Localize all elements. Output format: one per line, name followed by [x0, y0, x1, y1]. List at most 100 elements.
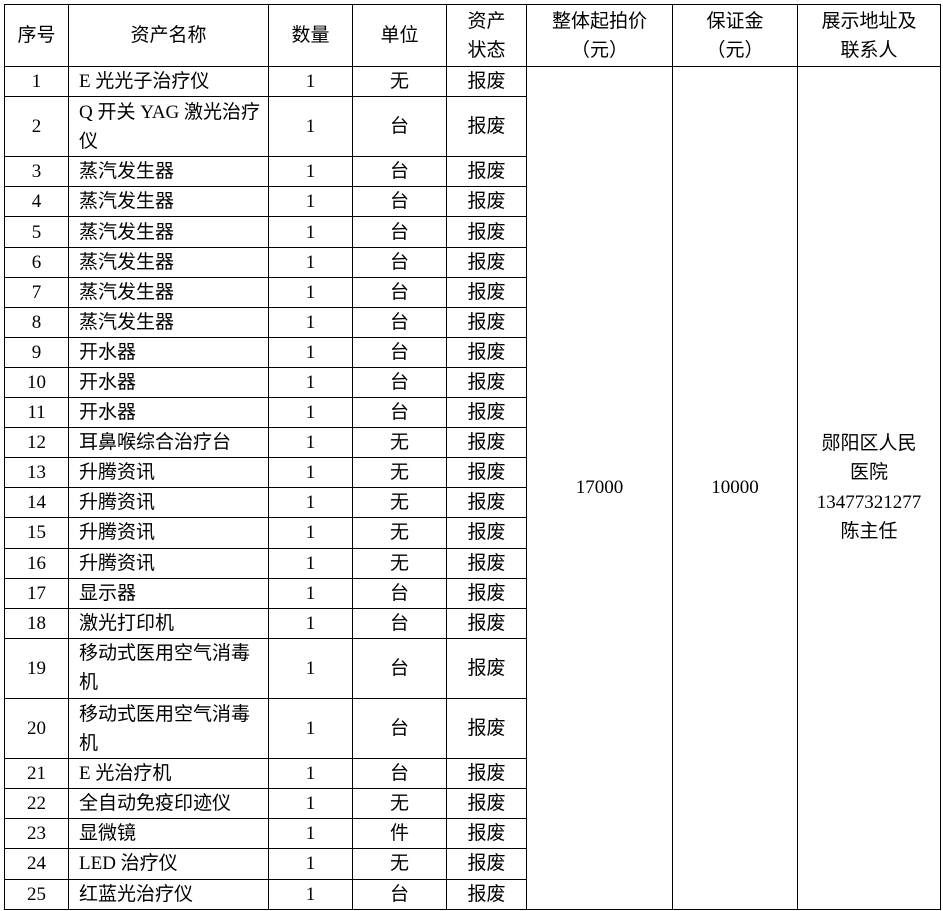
cell-status: 报废 — [446, 517, 527, 549]
table-row: 17 显示器 1 台报废 — [4, 577, 941, 609]
cell-name: 升腾资讯 — [68, 487, 269, 519]
cell-index: 9 — [4, 336, 69, 368]
header-price-line: （元） — [570, 39, 628, 61]
cell-status: 报废 — [446, 607, 527, 639]
cell-unit: 无 — [352, 457, 447, 489]
cell-index: 2 — [4, 96, 69, 158]
cell-name: 红蓝光治疗仪 — [68, 878, 269, 910]
header-contact: 展示地址及 联系人 — [797, 4, 941, 67]
header-unit: 单位 — [352, 4, 447, 67]
cell-quantity: 1 — [268, 306, 353, 338]
cell-index: 16 — [4, 547, 69, 579]
header-price: 整体起拍价 （元） — [526, 4, 673, 67]
header-deposit-line: 保证金 — [706, 10, 764, 32]
table-row: 20 移动式医用空气消毒机 1 台报废 — [4, 697, 941, 760]
cell-unit: 无 — [352, 848, 447, 880]
cell-index: 7 — [4, 276, 69, 308]
cell-unit: 台 — [352, 276, 447, 308]
cell-index: 3 — [4, 156, 69, 188]
table-row: 15 升腾资讯 1 无报废 — [4, 517, 941, 549]
cell-name: 蒸汽发生器 — [68, 156, 269, 188]
cell-name: 显示器 — [68, 577, 269, 609]
table-row: 4 蒸汽发生器 1 台报废 — [4, 186, 941, 218]
cell-unit: 无 — [352, 65, 447, 98]
cell-name: LED 治疗仪 — [68, 848, 269, 880]
cell-index: 15 — [4, 517, 69, 549]
cell-quantity: 1 — [268, 336, 353, 368]
cell-name: 升腾资讯 — [68, 517, 269, 549]
header-deposit-line: （元） — [706, 39, 764, 61]
header-status-line: 资产 — [467, 10, 506, 32]
cell-index: 21 — [4, 758, 69, 790]
cell-quantity: 1 — [268, 758, 353, 790]
header-row: 序号 资产名称 数量 单位 资产 状态 整体起拍价 （元） 保证金 （元） 展示地址及… — [4, 4, 941, 67]
contact-line: 13477321277 — [816, 491, 922, 513]
cell-name: 升腾资讯 — [68, 547, 269, 579]
cell-status: 报废 — [446, 878, 527, 910]
cell-status: 报废 — [446, 457, 527, 489]
cell-unit: 无 — [352, 487, 447, 519]
cell-index: 6 — [4, 246, 69, 278]
contact-line: 郧阳区人民 — [821, 432, 917, 454]
cell-name: 蒸汽发生器 — [68, 216, 269, 248]
table-row: 8 蒸汽发生器 1 台报废 — [4, 306, 941, 338]
table-row: 22 全自动免疫印迹仪 1 无报废 — [4, 788, 941, 820]
cell-quantity: 1 — [268, 397, 353, 429]
table-row: 21 E 光治疗机 1 台报废 — [4, 758, 941, 790]
cell-status: 报废 — [446, 336, 527, 368]
cell-unit: 台 — [352, 697, 447, 760]
cell-index: 11 — [4, 397, 69, 429]
cell-index: 12 — [4, 427, 69, 459]
cell-unit: 无 — [352, 788, 447, 820]
table-row: 16 升腾资讯 1 无报废 — [4, 547, 941, 579]
cell-status: 报废 — [446, 427, 527, 459]
table-row: 18 激光打印机 1 台报废 — [4, 607, 941, 639]
cell-index: 5 — [4, 216, 69, 248]
cell-unit: 台 — [352, 366, 447, 399]
header-status-line: 状态 — [467, 39, 506, 61]
cell-quantity: 1 — [268, 547, 353, 579]
cell-status: 报废 — [446, 65, 527, 98]
cell-index: 4 — [4, 186, 69, 218]
cell-name: 激光打印机 — [68, 607, 269, 639]
header-price-line: 整体起拍价 — [551, 10, 647, 32]
cell-quantity: 1 — [268, 427, 353, 459]
cell-status: 报废 — [446, 637, 527, 699]
cell-index: 23 — [4, 818, 69, 850]
cell-unit: 台 — [352, 577, 447, 609]
cell-unit: 台 — [352, 186, 447, 218]
cell-unit: 台 — [352, 336, 447, 368]
header-contact-line: 联系人 — [840, 39, 898, 61]
cell-name: 移动式医用空气消毒机 — [68, 637, 269, 699]
cell-unit: 台 — [352, 637, 447, 699]
cell-name: 显微镜 — [68, 818, 269, 850]
cell-name: 全自动免疫印迹仪 — [68, 788, 269, 820]
cell-quantity: 1 — [268, 487, 353, 519]
contact-info: 郧阳区人民 医院 13477321277 陈主任 — [797, 66, 941, 910]
table-row: 24 LED 治疗仪 1 无报废 — [4, 848, 941, 880]
cell-unit: 台 — [352, 156, 447, 188]
cell-name: 蒸汽发生器 — [68, 306, 269, 338]
table-row: 23 显微镜 1 件报废 — [4, 818, 941, 850]
cell-status: 报废 — [446, 276, 527, 308]
cell-name: 开水器 — [68, 336, 269, 368]
cell-status: 报废 — [446, 758, 527, 790]
cell-unit: 台 — [352, 306, 447, 338]
cell-index: 22 — [4, 788, 69, 820]
cell-index: 10 — [4, 366, 69, 399]
cell-name: 蒸汽发生器 — [68, 186, 269, 218]
cell-status: 报废 — [446, 848, 527, 880]
cell-quantity: 1 — [268, 246, 353, 278]
cell-unit: 台 — [352, 246, 447, 278]
table-row: 10 开水器 1 台报废 — [4, 366, 941, 399]
cell-unit: 台 — [352, 607, 447, 639]
header-name: 资产名称 — [68, 4, 269, 67]
cell-index: 25 — [4, 878, 69, 910]
cell-quantity: 1 — [268, 878, 353, 910]
cell-index: 19 — [4, 637, 69, 699]
cell-quantity: 1 — [268, 96, 353, 158]
cell-name: 耳鼻喉综合治疗台 — [68, 427, 269, 459]
